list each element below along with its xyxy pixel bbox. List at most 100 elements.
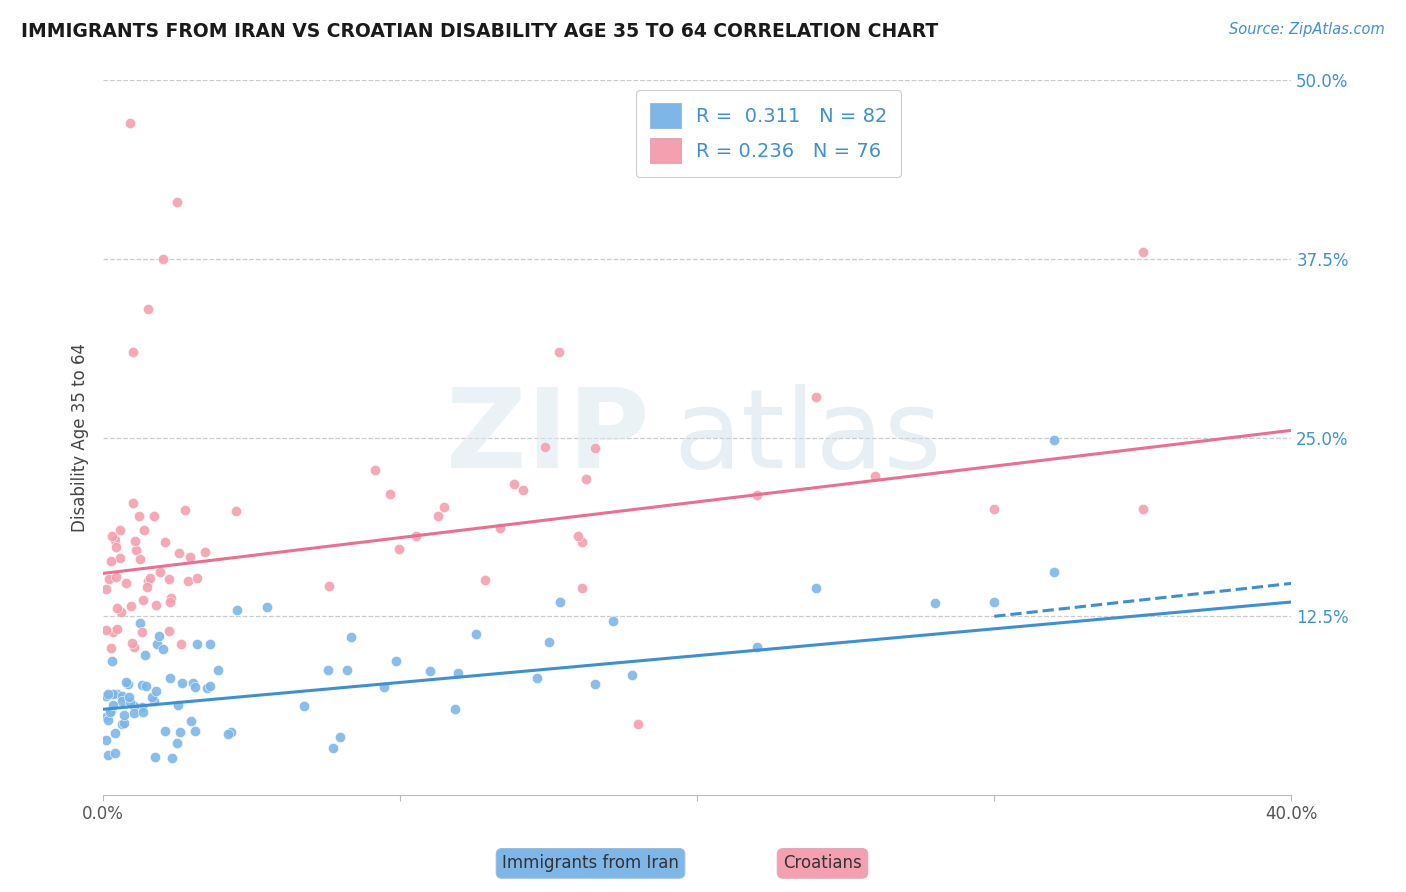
Point (143, 749, 166, 764)
Point (181, 676, 204, 690)
Point (124, 534, 146, 549)
Point (621, 667, 644, 681)
Point (136, 574, 159, 588)
Point (157, 572, 180, 586)
Point (474, 574, 496, 588)
Point (112, 707, 135, 722)
Point (101, 698, 124, 712)
Point (97, 713, 120, 727)
Point (602, 614, 624, 628)
Point (1132, 244, 1154, 259)
Legend: R =  0.311   N = 82, R = 0.236   N = 76: R = 0.311 N = 82, R = 0.236 N = 76 (636, 90, 901, 177)
Point (170, 637, 193, 651)
Point (335, 663, 357, 677)
Point (550, 595, 572, 609)
Point (117, 677, 139, 691)
Point (145, 684, 167, 698)
Point (571, 535, 593, 549)
Point (101, 687, 124, 701)
Point (101, 624, 124, 639)
Point (101, 654, 124, 668)
Point (118, 695, 141, 709)
Point (135, 679, 157, 693)
Point (571, 581, 593, 595)
Point (170, 676, 193, 690)
Point (169, 724, 191, 739)
Point (160, 591, 183, 605)
Point (146, 637, 169, 651)
Point (804, 582, 827, 596)
Point (184, 681, 207, 695)
Point (198, 636, 221, 650)
Point (110, 550, 132, 565)
Point (166, 736, 188, 750)
Point (194, 545, 217, 559)
Point (526, 671, 548, 685)
Point (405, 529, 427, 543)
Point (110, 716, 132, 731)
Point (94, 733, 117, 747)
Point (292, 698, 315, 713)
Point (97, 688, 120, 702)
Point (97, 572, 120, 586)
Point (141, 690, 163, 704)
Point (745, 640, 768, 655)
Point (865, 468, 887, 483)
Point (583, 441, 606, 455)
Point (105, 622, 128, 636)
Point (105, 540, 128, 554)
Point (100, 554, 122, 568)
Point (94, 689, 117, 703)
Point (1042, 434, 1064, 448)
Point (142, 694, 165, 708)
Point (1042, 565, 1064, 579)
Point (537, 635, 560, 649)
Point (627, 716, 650, 731)
Point (98, 705, 121, 719)
Point (121, 636, 143, 650)
Point (207, 663, 229, 677)
Point (94, 582, 117, 597)
Point (318, 664, 340, 678)
Point (447, 666, 470, 681)
Point (118, 690, 141, 704)
Point (122, 640, 145, 654)
Point (256, 599, 278, 614)
Point (217, 727, 239, 741)
Point (384, 654, 406, 668)
Point (426, 509, 449, 524)
Point (419, 664, 441, 678)
Text: atlas: atlas (673, 384, 942, 491)
Point (152, 642, 174, 657)
Point (329, 730, 352, 744)
Point (136, 580, 159, 594)
Point (148, 629, 170, 643)
Point (322, 740, 344, 755)
Point (225, 603, 247, 617)
Point (120, 599, 142, 613)
Point (153, 724, 176, 739)
Point (444, 702, 467, 716)
Point (183, 724, 205, 739)
Point (186, 637, 208, 651)
Point (173, 503, 195, 517)
Point (105, 570, 128, 584)
Point (364, 463, 387, 477)
Text: Immigrants from Iran: Immigrants from Iran (502, 855, 679, 872)
Point (159, 595, 181, 609)
Point (489, 521, 512, 535)
Point (111, 693, 134, 707)
Point (179, 549, 201, 564)
Point (97, 747, 120, 762)
Point (534, 440, 557, 454)
Point (153, 535, 176, 549)
Text: IMMIGRANTS FROM IRAN VS CROATIAN DISABILITY AGE 35 TO 64 CORRELATION CHART: IMMIGRANTS FROM IRAN VS CROATIAN DISABIL… (21, 22, 938, 41)
Point (575, 472, 598, 486)
Point (132, 524, 155, 538)
Point (105, 687, 128, 701)
Y-axis label: Disability Age 35 to 64: Disability Age 35 to 64 (72, 343, 89, 532)
Point (433, 500, 456, 514)
Point (157, 624, 180, 639)
Point (983, 595, 1005, 609)
Point (166, 194, 188, 209)
